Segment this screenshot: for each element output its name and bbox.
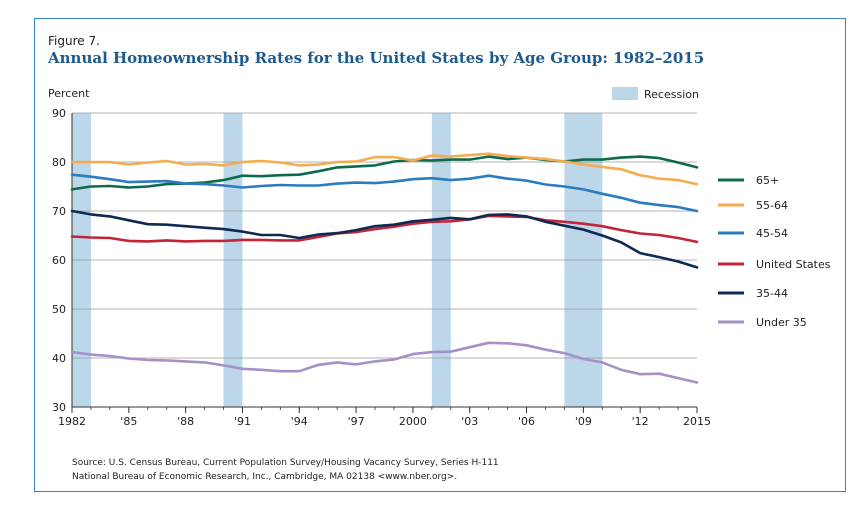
series-line-65- [70, 155, 699, 191]
x-tick-label: 1982 [58, 415, 86, 428]
source-note-line-2: National Bureau of Economic Research, In… [72, 472, 458, 482]
recession-legend: Recession [612, 87, 699, 101]
x-tick-label: '12 [632, 415, 649, 428]
legend: 65+ 55-64 45-54 United States 35-44 Under 35 [718, 174, 831, 329]
series-line-35-44 [70, 209, 699, 269]
figure-border [34, 18, 846, 492]
x-tick-label: '97 [348, 415, 365, 428]
y-tick-label: 90 [52, 107, 66, 120]
series-lines [70, 152, 699, 384]
x-tick-label: 2000 [399, 415, 427, 428]
legend-label: United States [756, 258, 831, 271]
x-tick-label: '88 [177, 415, 194, 428]
gridlines [72, 112, 697, 359]
axes: 30 40 50 60 70 80 90 Percent 1982 '85 '88 '91 '94 '97… [48, 87, 711, 428]
y-tick-label: 30 [52, 401, 66, 414]
y-axis-label: Percent [48, 87, 90, 100]
legend-label: Under 35 [756, 316, 807, 329]
x-tick-label: 2015 [683, 415, 711, 428]
x-tick-label: '09 [575, 415, 592, 428]
recession-legend-label: Recession [644, 88, 699, 101]
x-tick-label: '06 [518, 415, 535, 428]
legend-label: 65+ [756, 174, 779, 187]
series-line-45-54 [70, 173, 699, 213]
series-line-55-64 [70, 152, 699, 186]
y-tick-label: 70 [52, 205, 66, 218]
x-tick-label: '85 [120, 415, 137, 428]
y-tick-label: 60 [52, 254, 66, 267]
x-tick-label: '94 [291, 415, 308, 428]
series-line-under-35 [70, 341, 699, 384]
x-tick-label: '03 [461, 415, 478, 428]
recession-legend-swatch [612, 87, 638, 100]
chart-title: Annual Homeownership Rates for the Unite… [48, 49, 705, 67]
legend-label: 35-44 [756, 287, 788, 300]
source-note-line-1: Source: U.S. Census Bureau, Current Popu… [72, 458, 499, 468]
series-line-united-states [70, 214, 699, 244]
x-tick-label: '91 [234, 415, 251, 428]
legend-label: 45-54 [756, 227, 788, 240]
legend-label: 55-64 [756, 199, 788, 212]
y-tick-label: 50 [52, 303, 66, 316]
y-tick-label: 40 [52, 352, 66, 365]
figure-label: Figure 7. [48, 34, 100, 48]
y-tick-label: 80 [52, 156, 66, 169]
